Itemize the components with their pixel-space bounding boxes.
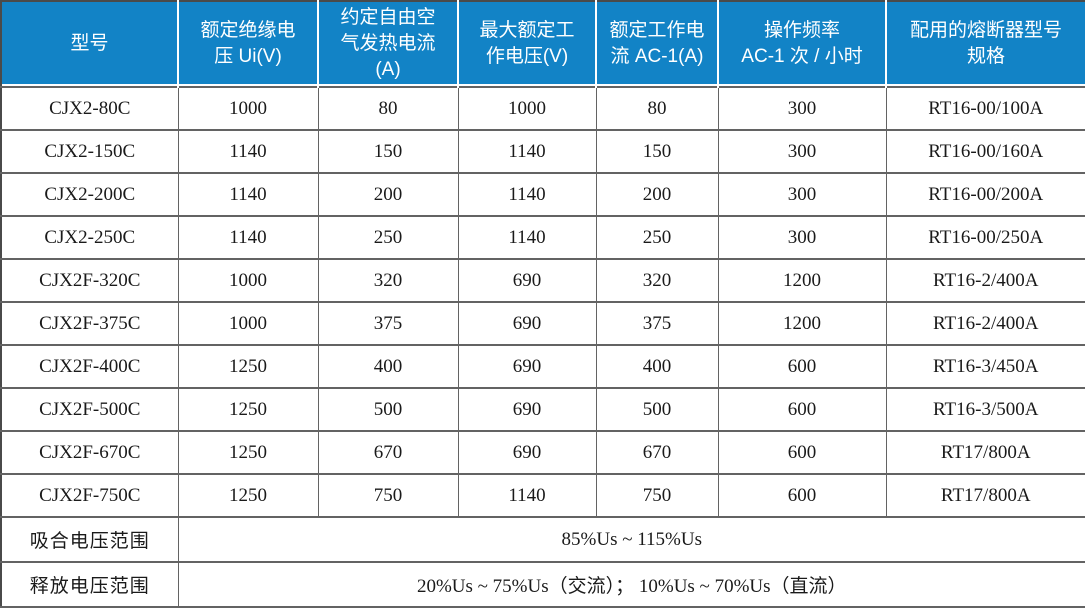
value-cell: 250 <box>595 215 719 260</box>
value-cell: RT16-00/250A <box>885 215 1085 260</box>
value-cell: 1140 <box>177 172 319 217</box>
value-cell: 80 <box>595 86 719 131</box>
model-cell: CJX2F-400C <box>0 344 179 389</box>
value-cell: 690 <box>457 430 597 475</box>
value-cell: RT16-3/450A <box>885 344 1085 389</box>
value-cell: 1140 <box>457 172 597 217</box>
value-cell: 1140 <box>177 129 319 174</box>
value-cell: 600 <box>717 430 887 475</box>
value-cell: RT17/800A <box>885 430 1085 475</box>
value-cell: 1140 <box>457 473 597 518</box>
header-row: 型号 额定绝缘电 压 Ui(V) 约定自由空 气发热电流 (A) 最大额定工 作… <box>1 1 1085 87</box>
release-voltage-range-value: 20%Us ~ 75%Us（交流）； 10%Us ~ 70%Us（直流） <box>177 561 1085 608</box>
pickup-voltage-range-value: 85%Us ~ 115%Us <box>177 516 1085 563</box>
value-cell: 1250 <box>177 430 319 475</box>
pickup-voltage-range-row: 吸合电压范围 85%Us ~ 115%Us <box>0 516 1085 563</box>
value-cell: 80 <box>317 86 459 131</box>
model-cell: CJX2-250C <box>0 215 179 260</box>
column-header-operating-frequency: 操作频率 AC-1 次 / 小时 <box>717 1 886 87</box>
value-cell: 500 <box>317 387 459 432</box>
table-row: CJX2F-375C 1000 375 690 375 1200 RT16-2/400A <box>0 301 1085 346</box>
column-header-rated-insulation-voltage: 额定绝缘电 压 Ui(V) <box>177 1 318 87</box>
model-cell: CJX2-200C <box>0 172 179 217</box>
value-cell: 1000 <box>457 86 597 131</box>
table-row: CJX2-80C 1000 80 1000 80 300 RT16-00/100A <box>0 86 1085 131</box>
column-header-free-air-thermal-current: 约定自由空 气发热电流 (A) <box>317 1 458 87</box>
value-cell: 1250 <box>177 387 319 432</box>
value-cell: 200 <box>317 172 459 217</box>
value-cell: 1140 <box>177 215 319 260</box>
model-cell: CJX2F-750C <box>0 473 179 518</box>
value-cell: 200 <box>595 172 719 217</box>
release-voltage-range-row: 释放电压范围 20%Us ~ 75%Us（交流）； 10%Us ~ 70%Us（… <box>0 561 1085 608</box>
value-cell: 250 <box>317 215 459 260</box>
table-row: CJX2-200C 1140 200 1140 200 300 RT16-00/200A <box>0 172 1085 217</box>
table-header: 型号 额定绝缘电 压 Ui(V) 约定自由空 气发热电流 (A) 最大额定工 作… <box>1 1 1085 87</box>
value-cell: 670 <box>317 430 459 475</box>
value-cell: 1250 <box>177 344 319 389</box>
value-cell: 750 <box>595 473 719 518</box>
value-cell: RT17/800A <box>885 473 1085 518</box>
value-cell: 150 <box>317 129 459 174</box>
value-cell: 600 <box>717 344 887 389</box>
column-header-model: 型号 <box>1 1 178 87</box>
model-cell: CJX2F-500C <box>0 387 179 432</box>
value-cell: RT16-3/500A <box>885 387 1085 432</box>
model-cell: CJX2F-320C <box>0 258 179 303</box>
column-header-max-rated-working-voltage: 最大额定工 作电压(V) <box>457 1 596 87</box>
value-cell: 375 <box>317 301 459 346</box>
value-cell: 1000 <box>177 301 319 346</box>
column-header-fuse-model-spec: 配用的熔断器型号 规格 <box>885 1 1085 87</box>
value-cell: 375 <box>595 301 719 346</box>
value-cell: 1250 <box>177 473 319 518</box>
value-cell: 300 <box>717 215 887 260</box>
value-cell: 690 <box>457 344 597 389</box>
value-cell: 300 <box>717 129 887 174</box>
value-cell: RT16-2/400A <box>885 301 1085 346</box>
value-cell: 690 <box>457 258 597 303</box>
model-cell: CJX2F-670C <box>0 430 179 475</box>
value-cell: 750 <box>317 473 459 518</box>
table-row: CJX2F-500C 1250 500 690 500 600 RT16-3/500A <box>0 387 1085 432</box>
value-cell: RT16-00/200A <box>885 172 1085 217</box>
model-cell: CJX2F-375C <box>0 301 179 346</box>
value-cell: 500 <box>595 387 719 432</box>
pickup-voltage-range-label: 吸合电压范围 <box>0 516 179 563</box>
value-cell: RT16-2/400A <box>885 258 1085 303</box>
value-cell: 1200 <box>717 301 887 346</box>
value-cell: RT16-00/100A <box>885 86 1085 131</box>
table-row: CJX2-250C 1140 250 1140 250 300 RT16-00/250A <box>0 215 1085 260</box>
table-row: CJX2F-320C 1000 320 690 320 1200 RT16-2/400A <box>0 258 1085 303</box>
value-cell: 1200 <box>717 258 887 303</box>
model-cell: CJX2-80C <box>0 86 179 131</box>
value-cell: 320 <box>317 258 459 303</box>
table-row: CJX2F-670C 1250 670 690 670 600 RT17/800A <box>0 430 1085 475</box>
table-row: CJX2F-400C 1250 400 690 400 600 RT16-3/450A <box>0 344 1085 389</box>
value-cell: 150 <box>595 129 719 174</box>
value-cell: 400 <box>317 344 459 389</box>
release-voltage-range-label: 释放电压范围 <box>0 561 179 608</box>
value-cell: 1140 <box>457 129 597 174</box>
value-cell: 690 <box>457 387 597 432</box>
value-cell: 300 <box>717 86 887 131</box>
table-row: CJX2F-750C 1250 750 1140 750 600 RT17/800A <box>0 473 1085 518</box>
table-footer: 吸合电压范围 85%Us ~ 115%Us 释放电压范围 20%Us ~ 75%… <box>0 516 1085 608</box>
model-cell: CJX2-150C <box>0 129 179 174</box>
column-header-rated-working-current-ac1: 额定工作电 流 AC-1(A) <box>595 1 718 87</box>
value-cell: 400 <box>595 344 719 389</box>
value-cell: 1000 <box>177 86 319 131</box>
value-cell: 300 <box>717 172 887 217</box>
table-row: CJX2-150C 1140 150 1140 150 300 RT16-00/160A <box>0 129 1085 174</box>
value-cell: 320 <box>595 258 719 303</box>
value-cell: 670 <box>595 430 719 475</box>
value-cell: 690 <box>457 301 597 346</box>
value-cell: 600 <box>717 387 887 432</box>
value-cell: 1000 <box>177 258 319 303</box>
table-body: CJX2-80C 1000 80 1000 80 300 RT16-00/100A CJX2-… <box>0 86 1085 518</box>
value-cell: 600 <box>717 473 887 518</box>
value-cell: 1140 <box>457 215 597 260</box>
value-cell: RT16-00/160A <box>885 129 1085 174</box>
